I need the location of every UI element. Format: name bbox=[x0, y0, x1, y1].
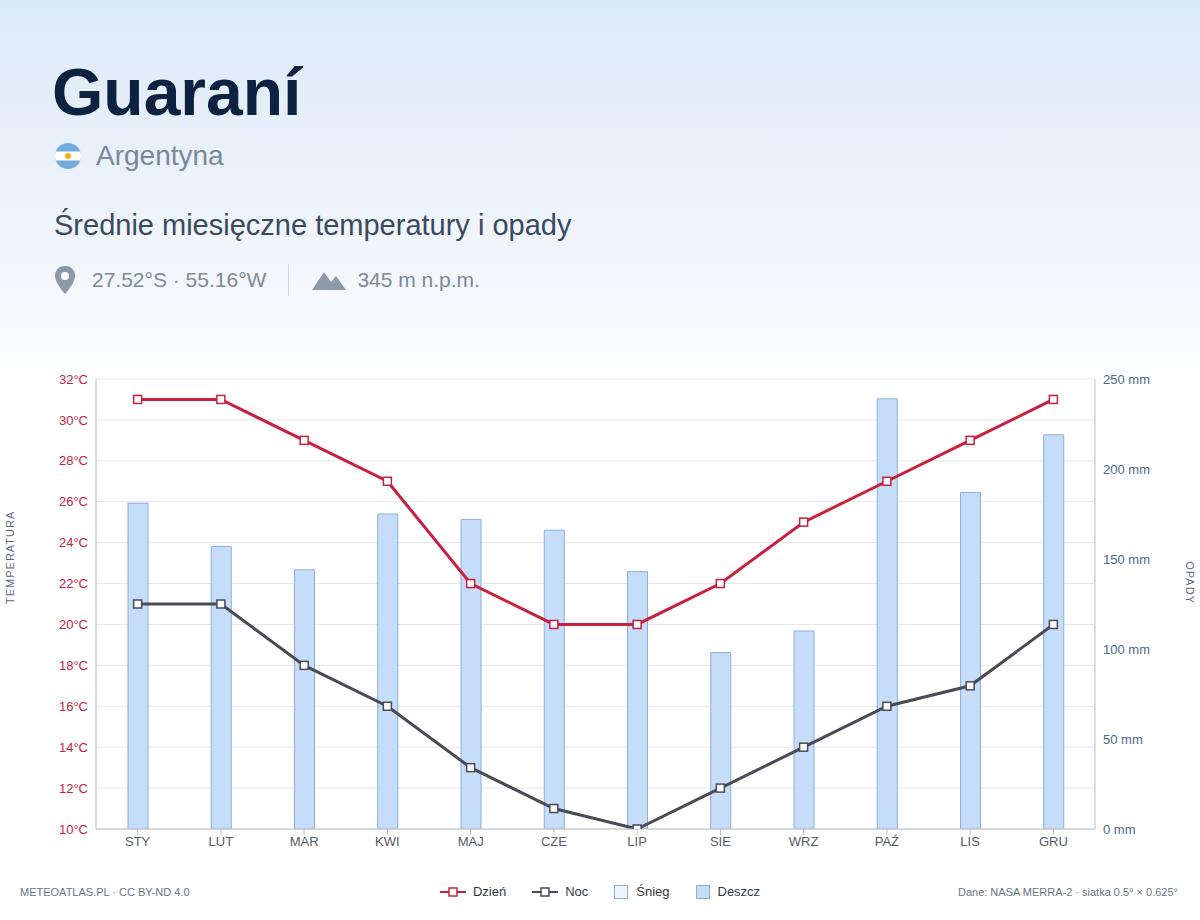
svg-text:LIP: LIP bbox=[627, 834, 647, 849]
svg-text:LUT: LUT bbox=[209, 834, 234, 849]
html-text:Argentyna: Argentyna bbox=[96, 140, 224, 171]
svg-text:TEMPERATURA: TEMPERATURA bbox=[4, 511, 16, 604]
svg-text:100 mm: 100 mm bbox=[1103, 642, 1150, 657]
svg-text:LIS: LIS bbox=[960, 834, 980, 849]
html-text:METEOATLAS.PL · CC BY-ND 4.0: METEOATLAS.PL · CC BY-ND 4.0 bbox=[20, 886, 190, 898]
svg-text:16°C: 16°C bbox=[59, 699, 88, 714]
svg-text:18°C: 18°C bbox=[59, 658, 88, 673]
svg-text:WRZ: WRZ bbox=[789, 834, 819, 849]
svg-text:22°C: 22°C bbox=[59, 576, 88, 591]
svg-text:MAJ: MAJ bbox=[458, 834, 484, 849]
html-text:Średnie miesięczne temperatury: Średnie miesięczne temperatury i opady bbox=[54, 209, 572, 241]
svg-text:MAR: MAR bbox=[290, 834, 319, 849]
svg-text:10°C: 10°C bbox=[59, 822, 88, 837]
svg-text:20°C: 20°C bbox=[59, 617, 88, 632]
html-text:Deszcz: Deszcz bbox=[717, 884, 761, 899]
svg-text:PAŹ: PAŹ bbox=[875, 834, 899, 849]
svg-text:STY: STY bbox=[125, 834, 151, 849]
svg-text:50 mm: 50 mm bbox=[1103, 732, 1143, 747]
svg-text:24°C: 24°C bbox=[59, 535, 88, 550]
svg-text:0 mm: 0 mm bbox=[1103, 822, 1136, 837]
html-text:Guaraní: Guaraní bbox=[52, 55, 302, 129]
html-text:Śnieg: Śnieg bbox=[636, 884, 670, 899]
html-text:Dane: NASA MERRA-2 · siatka 0.: Dane: NASA MERRA-2 · siatka 0.5° × 0.625… bbox=[958, 886, 1178, 898]
svg-text:KWI: KWI bbox=[375, 834, 400, 849]
svg-text:12°C: 12°C bbox=[59, 781, 88, 796]
html-text:Noc: Noc bbox=[565, 884, 589, 899]
svg-text:OPADY: OPADY bbox=[1184, 561, 1196, 604]
svg-text:14°C: 14°C bbox=[59, 740, 88, 755]
svg-text:28°C: 28°C bbox=[59, 453, 88, 468]
html-text:27.52°S · 55.16°W: 27.52°S · 55.16°W bbox=[92, 268, 267, 291]
svg-text:30°C: 30°C bbox=[59, 413, 88, 428]
html-text:Dzień: Dzień bbox=[472, 884, 507, 899]
svg-text:150 mm: 150 mm bbox=[1103, 552, 1150, 567]
html-text:345 m n.p.m.: 345 m n.p.m. bbox=[357, 268, 480, 291]
svg-text:GRU: GRU bbox=[1039, 834, 1068, 849]
svg-text:250 mm: 250 mm bbox=[1103, 372, 1150, 387]
svg-text:32°C: 32°C bbox=[59, 372, 88, 387]
svg-text:26°C: 26°C bbox=[59, 494, 88, 509]
svg-text:200 mm: 200 mm bbox=[1103, 462, 1150, 477]
svg-text:CZE: CZE bbox=[541, 834, 567, 849]
svg-text:SIE: SIE bbox=[710, 834, 731, 849]
